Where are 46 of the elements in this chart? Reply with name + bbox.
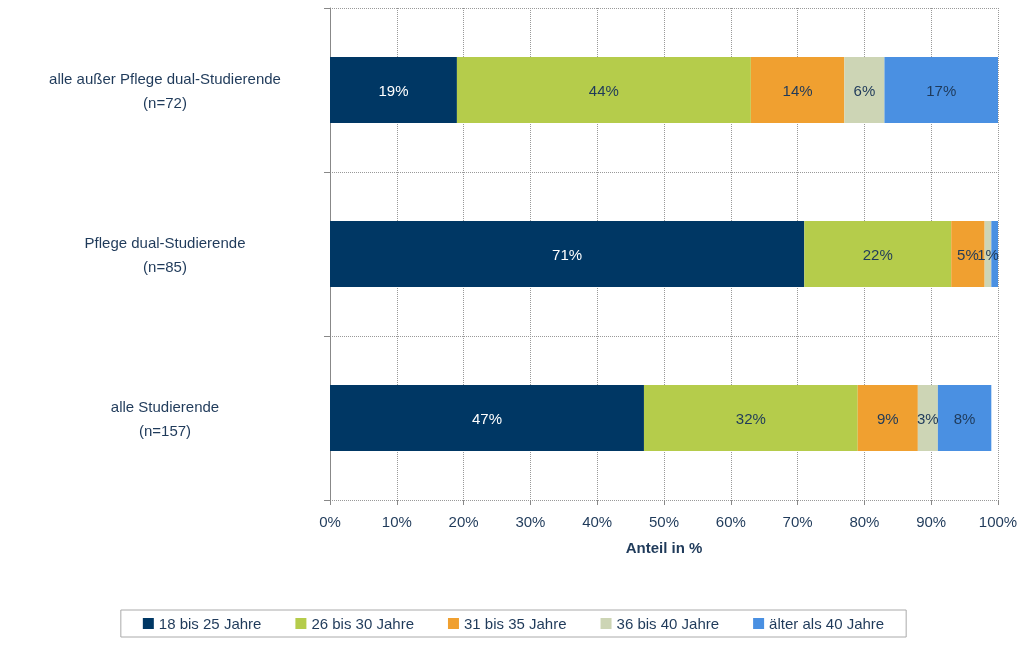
data-label: 71% xyxy=(552,245,583,263)
bar xyxy=(937,385,992,451)
bar xyxy=(750,57,845,123)
data-label: 47% xyxy=(471,409,502,427)
legend-label: 31 bis 35 Jahre xyxy=(463,615,567,632)
data-label: 6% xyxy=(853,81,876,99)
legend-label: 36 bis 40 Jahre xyxy=(616,615,720,632)
x-tick-label: 50% xyxy=(648,513,680,530)
y-tick-label: alle außer Pflege dual-Studierende (n=72) xyxy=(49,69,281,111)
y-tick-label: alle Studierende (n=157) xyxy=(110,397,220,439)
bar xyxy=(857,385,918,451)
data-label: 14% xyxy=(782,81,813,99)
x-tick-label: 80% xyxy=(849,513,880,530)
bar xyxy=(456,57,751,123)
y-tick-label: Pflege dual-Studierende (n=85) xyxy=(84,233,246,275)
bar xyxy=(330,221,805,287)
legend-label: älter als 40 Jahre xyxy=(769,615,885,632)
bar xyxy=(643,385,858,451)
data-label: 22% xyxy=(862,245,893,263)
x-tick-label: 30% xyxy=(515,513,546,530)
data-label: 3% xyxy=(917,409,939,427)
data-label: 44% xyxy=(588,81,619,99)
x-tick-label: 90% xyxy=(916,513,947,530)
x-tick-label: 0% xyxy=(319,513,341,530)
data-label: 5% xyxy=(957,245,979,263)
bar xyxy=(330,385,644,451)
x-axis-title: Anteil in % xyxy=(625,539,703,556)
bar xyxy=(844,57,885,123)
data-label: 8% xyxy=(953,409,976,427)
x-tick-label: 100% xyxy=(978,513,1018,530)
bar xyxy=(804,221,952,287)
data-label: 19% xyxy=(378,81,409,99)
x-tick-label: 20% xyxy=(448,513,479,530)
legend-label: 18 bis 25 Jahre xyxy=(158,615,262,632)
bar xyxy=(330,57,457,123)
data-label: 1% xyxy=(977,245,999,263)
bar xyxy=(917,385,938,451)
x-tick-label: 10% xyxy=(381,513,412,530)
legend-label: 26 bis 30 Jahre xyxy=(311,615,414,632)
x-tick-label: 60% xyxy=(715,513,746,530)
x-tick-label: 70% xyxy=(782,513,813,530)
data-label: 17% xyxy=(926,81,957,99)
bar xyxy=(884,57,998,123)
data-label: 9% xyxy=(876,409,899,427)
data-label: 32% xyxy=(735,409,766,427)
x-tick-label: 40% xyxy=(582,513,613,530)
